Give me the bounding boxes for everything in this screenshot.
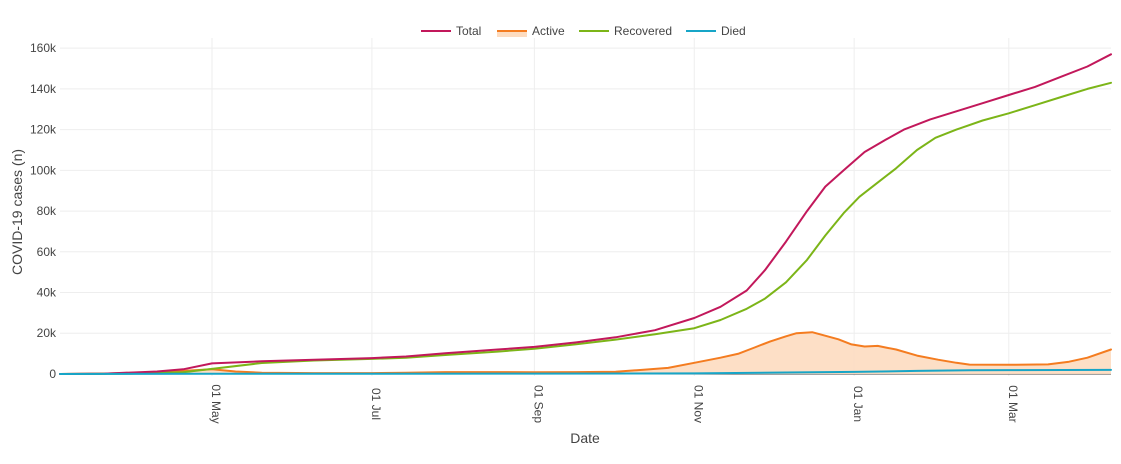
series-lines: [59, 53, 1112, 375]
y-tick-label: 40k: [37, 286, 57, 300]
y-tick-label: 140k: [30, 82, 57, 96]
legend-label: Total: [456, 24, 481, 38]
y-tick-label: 80k: [37, 204, 57, 218]
y-axis-ticks: 0 20k 40k 60k 80k 100k 120k 140k 160k: [30, 41, 57, 381]
legend-label: Died: [721, 24, 746, 38]
active-area: [60, 332, 1111, 374]
x-tick-label: 01 Nov: [691, 385, 705, 423]
recovered-series-line[interactable]: [59, 81, 1112, 375]
y-tick-label: 100k: [30, 163, 57, 177]
legend-item-died[interactable]: Died: [686, 24, 746, 38]
x-axis-title: Date: [570, 430, 600, 446]
legend-label: Recovered: [614, 24, 672, 38]
y-tick-label: 0: [49, 367, 56, 381]
x-axis-ticks: 01 May 01 Jul 01 Sep 01 Nov 01 Jan 01 Mar: [209, 384, 1020, 423]
x-tick-label: 01 Jan: [851, 386, 865, 422]
total-series-line[interactable]: [59, 53, 1112, 375]
x-tick-label: 01 Sep: [531, 385, 545, 423]
x-tick-label: 01 May: [209, 384, 223, 423]
y-tick-label: 20k: [37, 326, 57, 340]
legend-item-recovered[interactable]: Recovered: [579, 24, 672, 38]
area-fills: [60, 332, 1111, 374]
legend-swatch-fill: [497, 31, 527, 37]
x-tick-label: 01 Jul: [369, 388, 383, 420]
legend-item-active[interactable]: Active: [497, 24, 565, 38]
died-series-line[interactable]: [59, 368, 1112, 375]
y-axis-title: COVID-19 cases (n): [9, 149, 25, 275]
legend-item-total[interactable]: Total: [421, 24, 481, 38]
grid: [60, 38, 1111, 376]
legend-label: Active: [532, 24, 565, 38]
legend: Total Active Recovered Died: [421, 24, 746, 38]
x-tick-label: 01 Mar: [1006, 385, 1020, 422]
y-tick-label: 60k: [37, 245, 57, 259]
y-tick-label: 160k: [30, 41, 57, 55]
axes: 0 20k 40k 60k 80k 100k 120k 140k 160k 01 May 01 J…: [9, 41, 1020, 446]
y-tick-label: 120k: [30, 123, 57, 137]
